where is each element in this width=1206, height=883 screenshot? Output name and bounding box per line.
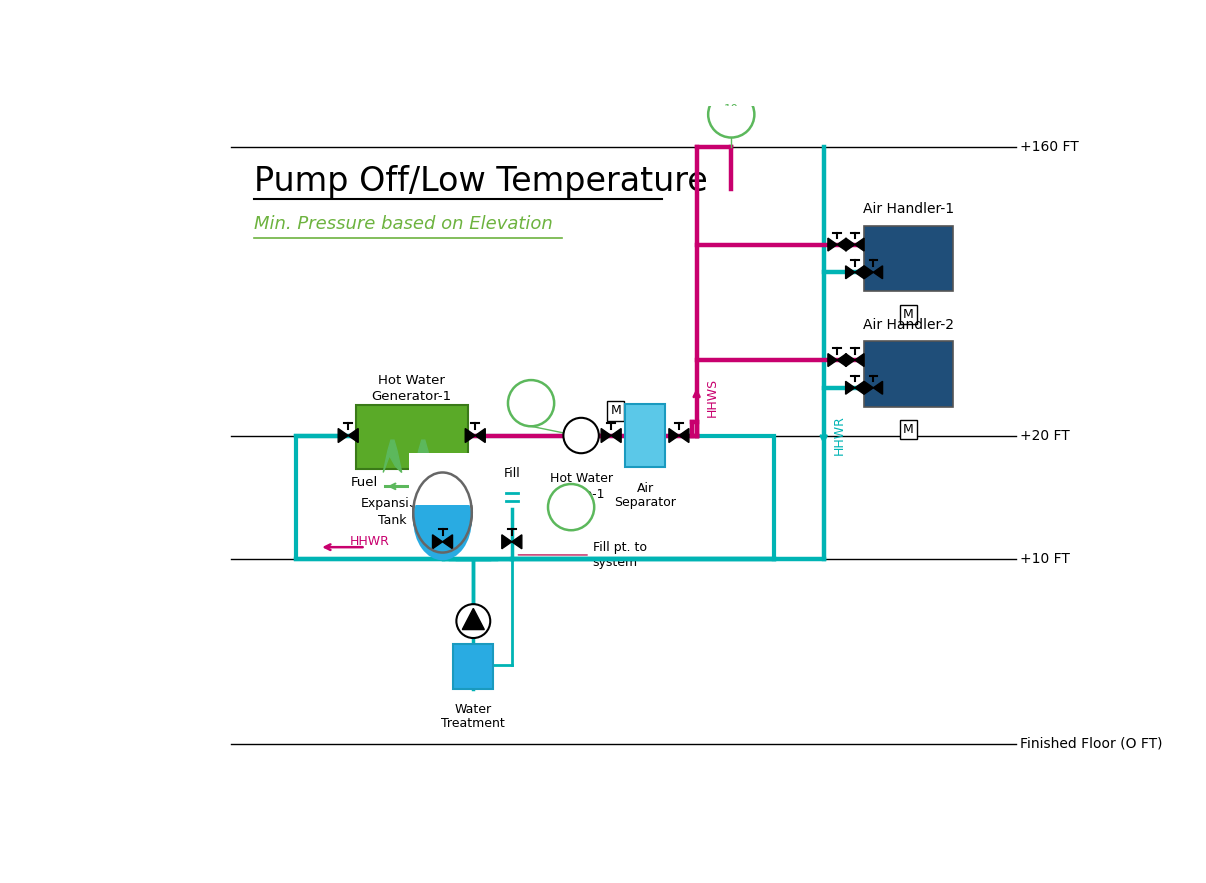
Text: Fill pt. to
system: Fill pt. to system	[519, 541, 646, 569]
Text: Pump Off/Low Temperature: Pump Off/Low Temperature	[254, 165, 708, 198]
Text: Fill: Fill	[503, 467, 520, 480]
Text: +160 FT: +160 FT	[1020, 140, 1078, 154]
Polygon shape	[863, 381, 873, 394]
Text: Fuel: Fuel	[351, 476, 377, 489]
Text: psig: psig	[521, 406, 541, 416]
Polygon shape	[502, 535, 511, 549]
Ellipse shape	[414, 480, 472, 560]
Text: psig: psig	[561, 509, 581, 520]
Circle shape	[708, 91, 755, 138]
Polygon shape	[873, 381, 883, 394]
Text: HHWR: HHWR	[350, 535, 390, 548]
Text: Air: Air	[637, 482, 654, 495]
Circle shape	[508, 380, 555, 426]
Polygon shape	[338, 428, 349, 442]
Polygon shape	[827, 353, 837, 366]
Text: M: M	[903, 423, 914, 436]
Polygon shape	[855, 381, 863, 394]
Text: 70.7: 70.7	[520, 394, 543, 404]
Polygon shape	[433, 535, 443, 549]
Text: Tank: Tank	[379, 514, 406, 527]
Ellipse shape	[414, 472, 472, 553]
Text: Treatment: Treatment	[441, 717, 505, 729]
Circle shape	[548, 484, 595, 530]
Polygon shape	[863, 266, 873, 279]
Text: HHWR: HHWR	[833, 416, 845, 456]
FancyBboxPatch shape	[863, 226, 953, 291]
Text: Pump-1: Pump-1	[557, 488, 605, 501]
Polygon shape	[349, 428, 358, 442]
Polygon shape	[855, 238, 863, 251]
Text: 75: 75	[564, 497, 578, 508]
Text: HHWS: HHWS	[706, 377, 719, 417]
Text: Air Handler-1: Air Handler-1	[862, 202, 954, 216]
Text: 10: 10	[724, 102, 739, 116]
Text: Expansion: Expansion	[361, 497, 425, 509]
Circle shape	[563, 418, 599, 453]
Polygon shape	[845, 353, 855, 366]
Polygon shape	[845, 266, 855, 279]
Text: Water: Water	[455, 703, 492, 716]
Polygon shape	[601, 428, 611, 442]
FancyBboxPatch shape	[409, 453, 475, 505]
Polygon shape	[873, 266, 883, 279]
FancyBboxPatch shape	[625, 404, 665, 467]
Text: Hot Water: Hot Water	[379, 374, 445, 388]
Polygon shape	[611, 428, 621, 442]
Text: Hot Water: Hot Water	[550, 472, 613, 486]
Polygon shape	[837, 353, 847, 366]
Polygon shape	[414, 440, 433, 472]
Text: M: M	[610, 404, 621, 418]
Polygon shape	[855, 353, 863, 366]
Polygon shape	[669, 428, 679, 442]
FancyBboxPatch shape	[453, 645, 493, 689]
Polygon shape	[837, 238, 847, 251]
Polygon shape	[679, 428, 689, 442]
Polygon shape	[466, 428, 475, 442]
Text: Finished Floor (O FT): Finished Floor (O FT)	[1020, 736, 1163, 751]
Polygon shape	[845, 381, 855, 394]
Text: Generator-1: Generator-1	[371, 389, 452, 403]
Text: +10 FT: +10 FT	[1020, 552, 1070, 566]
FancyBboxPatch shape	[356, 405, 468, 469]
Text: Separator: Separator	[614, 496, 675, 509]
Circle shape	[456, 604, 491, 638]
Polygon shape	[845, 238, 855, 251]
Text: +20 FT: +20 FT	[1020, 428, 1070, 442]
Text: Min. Pressure based on Elevation: Min. Pressure based on Elevation	[254, 215, 552, 233]
Text: M: M	[903, 308, 914, 321]
Polygon shape	[475, 428, 485, 442]
Polygon shape	[827, 238, 837, 251]
Polygon shape	[384, 440, 402, 472]
Polygon shape	[855, 266, 863, 279]
Text: psig: psig	[720, 117, 742, 127]
Polygon shape	[443, 535, 452, 549]
FancyBboxPatch shape	[863, 341, 953, 407]
Polygon shape	[462, 608, 485, 630]
Text: Air Handler-2: Air Handler-2	[862, 318, 954, 332]
Polygon shape	[511, 535, 522, 549]
